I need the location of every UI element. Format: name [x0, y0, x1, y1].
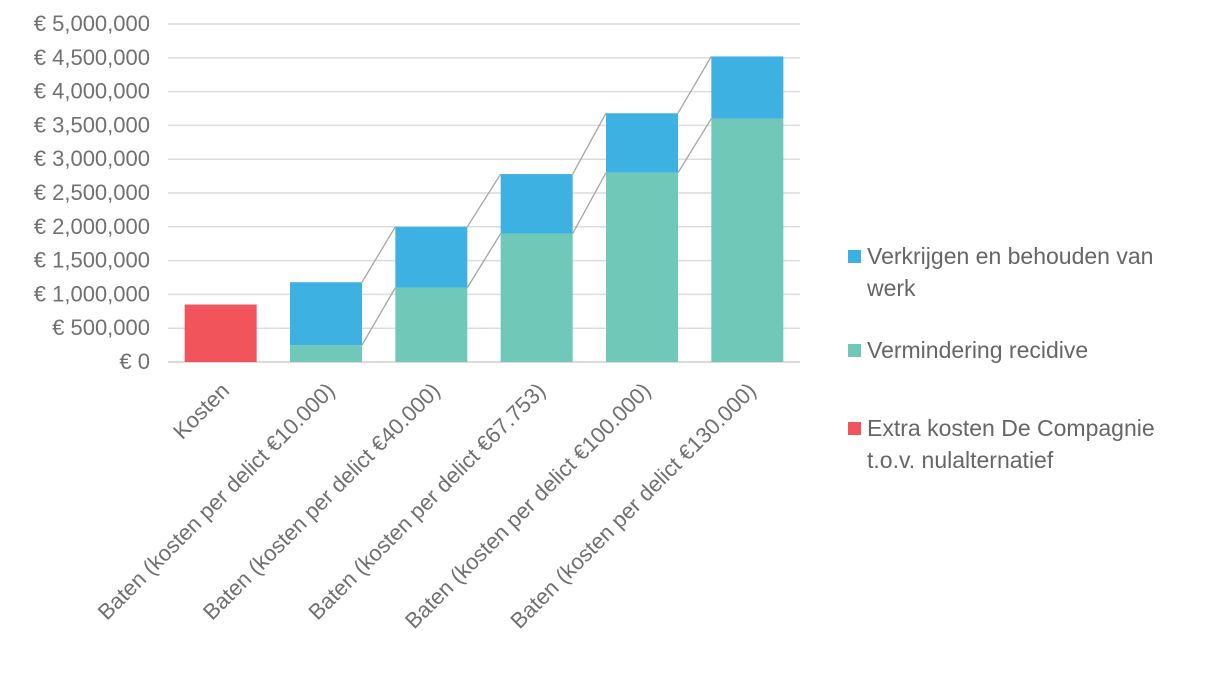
bar-segment: [500, 174, 573, 234]
connector-lines: [361, 56, 712, 346]
bar-segment: [500, 233, 573, 362]
connector-line: [361, 226, 396, 283]
connector-line: [361, 287, 396, 346]
bar-segment: [184, 304, 257, 362]
legend-item: Extra kosten De Compagnie t.o.v. nulalte…: [848, 412, 1200, 476]
bars: [184, 56, 784, 362]
gridlines: [168, 23, 800, 363]
connector-line: [572, 112, 607, 175]
y-axis-ticks: € 5,000,000 € 4,500,000 € 4,000,000 € 3,500…: [34, 11, 150, 374]
x-tick-label: Kosten: [168, 378, 234, 444]
connector-line: [466, 173, 502, 228]
y-tick-label: € 5,000,000: [34, 11, 150, 36]
legend: Verkrijgen en behouden van werk Verminder…: [848, 240, 1200, 506]
connector-line: [677, 56, 712, 114]
bar-segment: [290, 345, 362, 362]
y-tick-label: € 1,500,000: [34, 248, 150, 273]
bar-segment: [395, 287, 468, 362]
bar-segment: [711, 56, 784, 119]
legend-label: Vermindering recidive: [867, 337, 1089, 363]
y-tick-label: € 4,000,000: [34, 79, 150, 104]
bar-segment: [606, 172, 678, 362]
connector-line: [466, 233, 502, 288]
legend-item: Vermindering recidive: [848, 334, 1200, 366]
y-tick-label: € 2,500,000: [34, 180, 150, 205]
bar-segment: [395, 226, 468, 288]
legend-swatch: [848, 344, 861, 357]
legend-swatch: [848, 422, 861, 435]
y-tick-label: € 3,500,000: [34, 112, 150, 137]
y-tick-label: € 1,000,000: [34, 281, 150, 306]
connector-line: [677, 118, 712, 174]
bar-segment: [711, 118, 784, 362]
bar-segment: [606, 113, 678, 173]
y-tick-label: € 3,000,000: [34, 146, 150, 171]
legend-label: Extra kosten De Compagnie t.o.v. nulalte…: [867, 415, 1155, 473]
legend-swatch: [848, 250, 861, 263]
connector-line: [572, 172, 607, 234]
y-tick-label: € 4,500,000: [34, 45, 150, 70]
y-tick-label: € 2,000,000: [34, 214, 150, 239]
y-tick-label: € 500,000: [52, 315, 150, 340]
legend-item: Verkrijgen en behouden van werk: [848, 240, 1200, 304]
bar-segment: [290, 282, 362, 346]
legend-label: Verkrijgen en behouden van werk: [867, 243, 1154, 301]
y-tick-label: € 0: [119, 349, 150, 374]
